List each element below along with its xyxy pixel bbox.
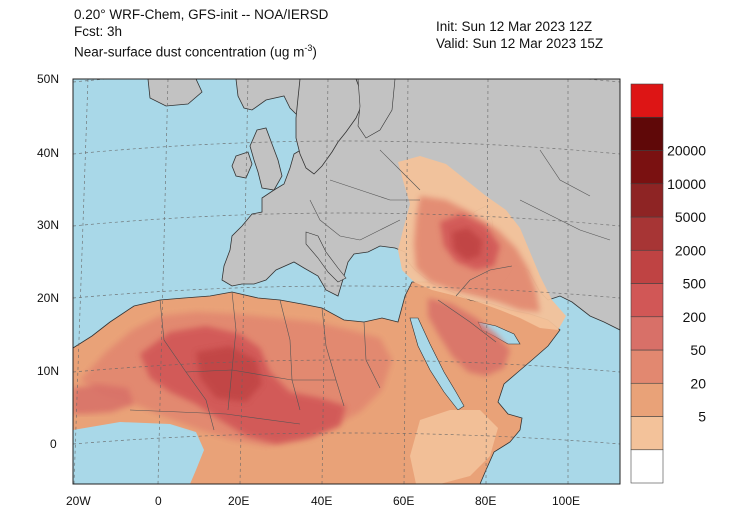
lon-label: 40E	[311, 494, 332, 508]
lat-labels: 50N 40N 30N 20N 10N 0	[37, 72, 59, 451]
colorbar-label: 20	[690, 375, 706, 391]
lat-label: 20N	[37, 291, 59, 305]
time-info: Init: Sun 12 Mar 2023 12Z Valid: Sun 12 …	[436, 18, 603, 52]
lon-labels: 20W 0 20E 40E 60E 80E 100E	[66, 494, 580, 508]
colorbar-label: 500	[683, 276, 707, 292]
init-time: Init: Sun 12 Mar 2023 12Z	[436, 19, 593, 34]
lat-label: 30N	[37, 218, 59, 232]
colorbar-label: 20000	[667, 143, 706, 159]
colorbar-swatch	[630, 316, 664, 351]
land-iceland	[147, 79, 203, 107]
colorbar-label: 50	[690, 342, 706, 358]
lon-label: 80E	[475, 494, 496, 508]
graticule	[73, 79, 620, 484]
colorbar-swatch	[630, 183, 664, 218]
map-area	[73, 79, 620, 484]
gulf-of-guinea	[73, 422, 204, 484]
lon-label: 100E	[552, 494, 580, 508]
lat-label: 50N	[37, 72, 59, 86]
map-frame	[72, 78, 621, 485]
map-title: 0.20° WRF-Chem, GFS-init -- NOA/IERSD Fc…	[74, 6, 328, 61]
lat-label: 10N	[37, 364, 59, 378]
colorbar-swatch	[630, 382, 664, 417]
colorbar: 20000 10000 5000 2000 500 200 50 20 5	[630, 83, 707, 484]
land-finland	[357, 79, 396, 139]
dust-horn	[410, 410, 498, 484]
colorbar-swatch	[630, 283, 664, 318]
colorbar-label: 5000	[675, 209, 706, 225]
colorbar-label: 5	[698, 409, 706, 425]
colorbar-label: 10000	[667, 176, 706, 192]
colorbar-label: 200	[683, 309, 707, 325]
valid-time: Valid: Sun 12 Mar 2023 15Z	[436, 36, 604, 51]
lat-label: 40N	[37, 146, 59, 160]
dust-plume-core2	[452, 228, 482, 260]
colorbar-swatch	[630, 216, 664, 251]
red-sea	[409, 317, 465, 411]
colorbar-swatch	[630, 249, 664, 284]
colorbar-swatch	[630, 449, 664, 484]
colorbar-swatch	[630, 150, 664, 185]
lon-label: 60E	[393, 494, 414, 508]
land-italy	[305, 231, 347, 283]
variable-name: Near-surface dust concentration (ug m-3)	[74, 43, 317, 60]
dust-arabia	[428, 298, 510, 376]
lon-label: 20W	[66, 494, 91, 508]
colorbar-swatch	[630, 83, 664, 118]
colorbar-swatch	[630, 116, 664, 151]
colorbar-swatch	[630, 416, 664, 451]
dust-sahara-core	[196, 346, 262, 402]
model-title: 0.20° WRF-Chem, GFS-init -- NOA/IERSD	[74, 7, 329, 22]
forecast-hour: Fcst: 3h	[74, 24, 123, 39]
colorbar-swatch	[630, 349, 664, 384]
dust-atlantic	[73, 384, 134, 414]
land-ireland	[231, 151, 253, 179]
lon-label: 20E	[228, 494, 249, 508]
land-britain	[249, 127, 283, 191]
colorbar-label: 2000	[675, 242, 706, 258]
lon-label: 0	[155, 494, 162, 508]
lat-label: 0	[50, 437, 57, 451]
